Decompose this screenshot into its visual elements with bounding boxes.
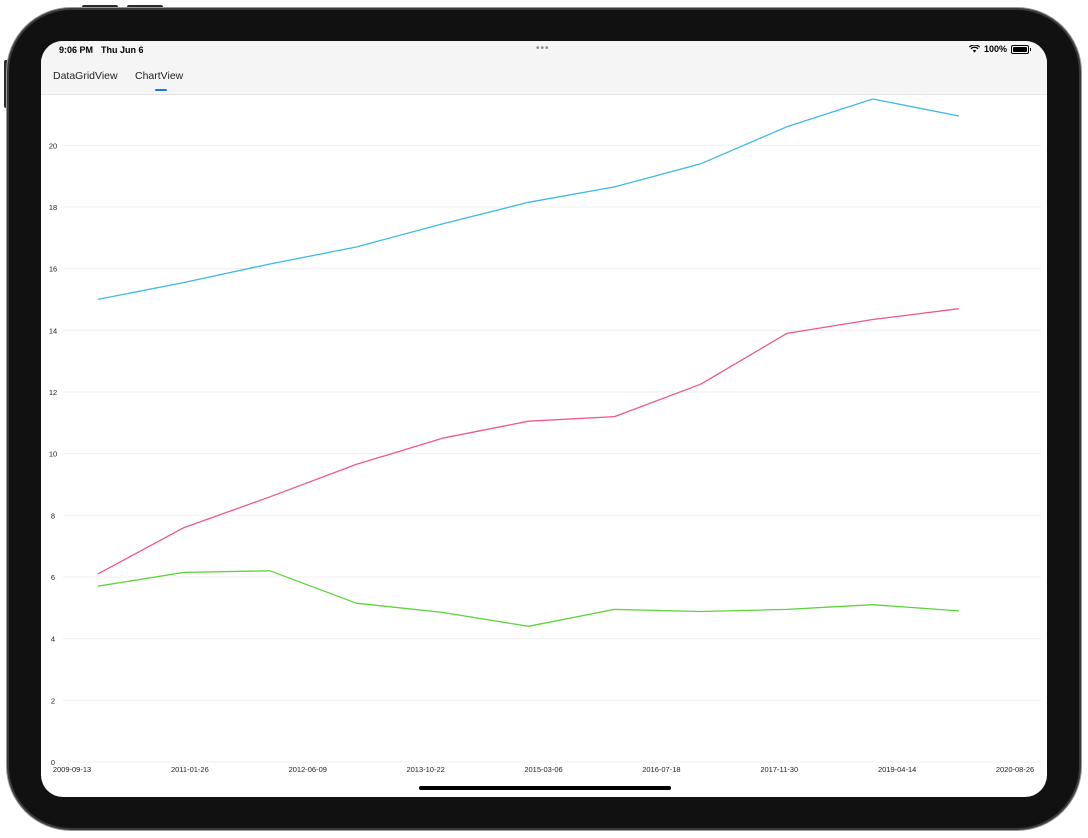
screen: 9:06 PM Thu Jun 6 ••• 100% DataGridView … [41, 41, 1047, 797]
battery-percent: 100% [983, 44, 1007, 54]
y-tick-label: 0 [51, 758, 55, 767]
battery-icon [1011, 44, 1031, 54]
y-tick-label: 16 [49, 265, 57, 274]
y-tick-label: 2 [51, 696, 55, 705]
home-indicator[interactable] [419, 786, 671, 790]
series-line-1 [97, 98, 960, 301]
y-tick-label: 8 [51, 511, 55, 520]
y-tick-label: 18 [49, 203, 57, 212]
x-tick-label: 2013-10-22 [406, 765, 444, 774]
y-tick-label: 4 [51, 635, 55, 644]
wifi-icon [968, 45, 980, 53]
multitask-icon[interactable]: ••• [536, 43, 550, 54]
y-tick-label: 12 [49, 388, 57, 397]
y-tick-label: 14 [49, 326, 57, 335]
x-tick-label: 2020-08-26 [996, 765, 1034, 774]
series-line-3 [97, 570, 959, 627]
status-bar: 9:06 PM Thu Jun 6 ••• 100% [41, 41, 1047, 59]
x-tick-label: 2009-09-13 [53, 765, 91, 774]
y-tick-label: 20 [49, 141, 57, 150]
x-tick-label: 2017-11-30 [760, 765, 798, 774]
status-time: 9:06 PM [59, 45, 94, 55]
side-button [4, 60, 10, 108]
tab-datagridview[interactable]: DataGridView [53, 70, 118, 82]
tab-bar: DataGridView ChartView [41, 59, 1047, 95]
x-tick-label: 2011-01-26 [171, 765, 209, 774]
chart-area: 0 2 4 6 8 10 12 14 16 18 20 2009-09-13 2011-01-26 201… [41, 95, 1047, 780]
x-tick-label: 2016-07-18 [642, 765, 680, 774]
line-chart: 0 2 4 6 8 10 12 14 16 18 20 2009-09-13 2011-01-26 201… [49, 98, 1041, 774]
volume-up-button [82, 5, 118, 11]
series-line-2 [97, 308, 959, 575]
x-tick-label: 2019-04-14 [878, 765, 916, 774]
x-tick-label: 2015-03-06 [524, 765, 562, 774]
y-tick-label: 10 [49, 450, 57, 459]
y-tick-label: 6 [51, 573, 55, 582]
x-tick-label: 2012-06-09 [289, 765, 327, 774]
active-tab-indicator [155, 89, 167, 91]
status-date: Thu Jun 6 [101, 45, 144, 55]
volume-down-button [127, 5, 163, 11]
status-right: 100% [968, 44, 1031, 54]
tab-chartview[interactable]: ChartView [135, 70, 184, 82]
